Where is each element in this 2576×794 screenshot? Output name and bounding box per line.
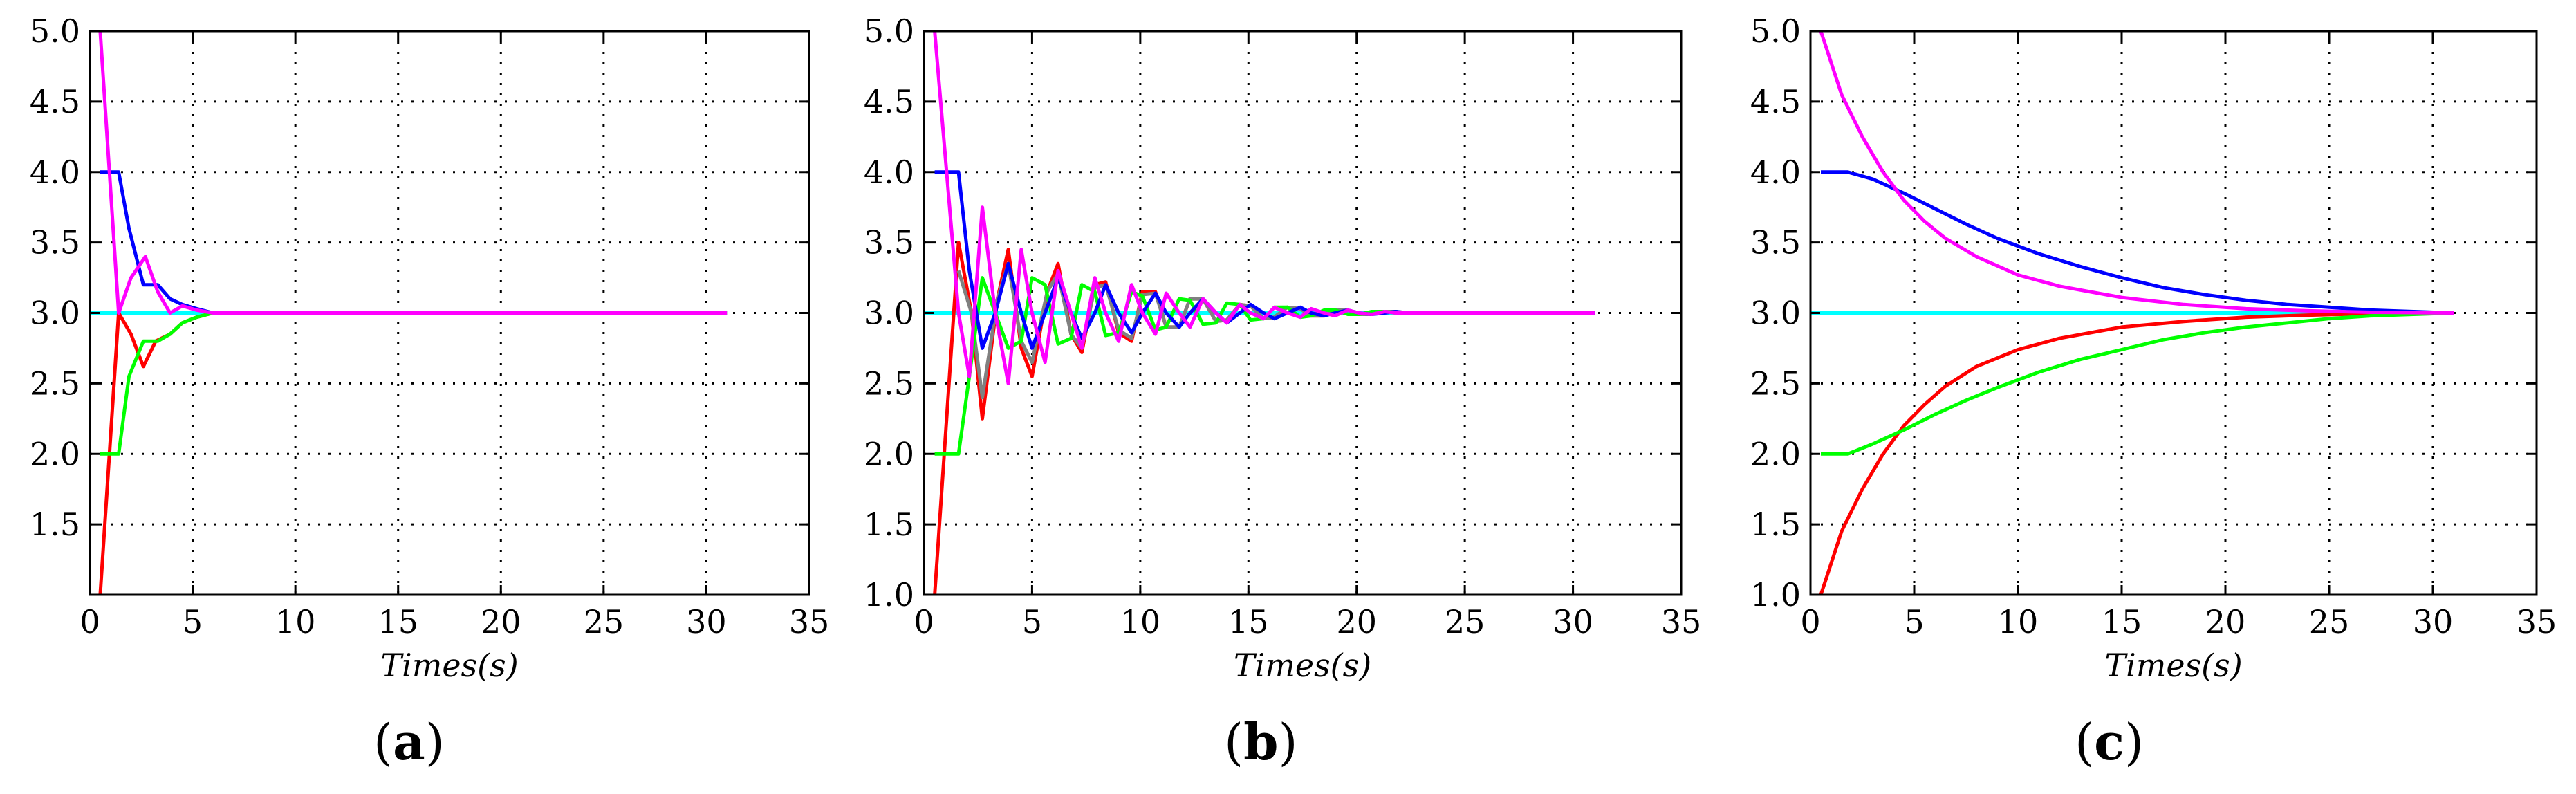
- x-axis-label-b: Times(s): [1234, 647, 1371, 684]
- x-tick-label-c-0: 0: [1800, 603, 1820, 640]
- y-tick-label-a-1: 2.0: [30, 435, 80, 472]
- y-tick-label-b-8: 5.0: [864, 12, 914, 50]
- y-tick-label-b-2: 2.0: [864, 435, 914, 472]
- x-tick-label-b-3: 15: [1228, 603, 1269, 640]
- chart-panel-b: 0 5 10 15 20 25 30 35 1.0 1.5 2.0 2.5 3.0 3.5 4.0 4.5 5.…: [841, 0, 1721, 794]
- series-line-c-4: [1819, 30, 2454, 315]
- y-tick-label-a-7: 5.0: [30, 12, 80, 50]
- series-line-b-1: [933, 241, 1595, 596]
- x-axis-label-a: Times(s): [380, 647, 518, 684]
- y-tick-label-c-5: 3.5: [1750, 224, 1801, 261]
- x-tick-label-c-1: 5: [1904, 603, 1924, 640]
- x-tick-label-c-6: 30: [2413, 603, 2454, 640]
- y-tick-label-c-4: 3.0: [1750, 295, 1801, 332]
- y-tick-label-a-6: 4.5: [30, 83, 80, 120]
- x-tick-label-a-6: 30: [686, 603, 727, 640]
- x-tick-label-c-3: 15: [2102, 603, 2142, 640]
- y-tick-label-b-5: 3.5: [864, 224, 914, 261]
- series-line-c-2: [1821, 311, 2454, 456]
- y-tick-label-c-1: 1.5: [1750, 506, 1801, 543]
- x-tick-label-b-7: 35: [1661, 603, 1702, 640]
- x-axis-label-c: Times(s): [2104, 647, 2242, 684]
- x-tick-label-a-2: 10: [275, 603, 316, 640]
- x-tick-label-c-7: 35: [2517, 603, 2557, 640]
- y-tick-label-b-7: 4.5: [864, 83, 914, 120]
- y-tick-label-b-1: 1.5: [864, 506, 914, 543]
- series-line-c-1: [1819, 311, 2454, 596]
- line-chart-a: 0 5 10 15 20 25 30 35 1.5 2.0 2.5 3.0 3.5 4.0 4.5 5.0 Ti…: [30, 12, 830, 684]
- y-tick-label-b-6: 4.0: [864, 154, 914, 191]
- y-tick-label-c-3: 2.5: [1750, 364, 1801, 402]
- x-tick-label-a-0: 0: [80, 603, 100, 640]
- chart-panel-a: 0 5 10 15 20 25 30 35 1.5 2.0 2.5 3.0 3.5 4.0 4.5 5.0 Ti…: [0, 0, 841, 794]
- line-chart-c: 0 5 10 15 20 25 30 35 1.0 1.5 2.0 2.5 3.0 3.5 4.0 4.5 5.…: [1750, 12, 2557, 684]
- chart-panel-c: 0 5 10 15 20 25 30 35 1.0 1.5 2.0 2.5 3.0 3.5 4.0 4.5 5.…: [1721, 0, 2576, 794]
- x-tick-label-a-5: 25: [584, 603, 624, 640]
- x-tick-label-a-1: 5: [183, 603, 203, 640]
- x-tick-label-c-4: 20: [2205, 603, 2246, 640]
- y-tick-label-a-4: 3.5: [30, 224, 80, 261]
- y-tick-label-a-3: 3.0: [30, 295, 80, 332]
- y-tick-label-b-3: 2.5: [864, 364, 914, 402]
- x-tick-label-b-4: 20: [1336, 603, 1377, 640]
- y-tick-label-c-2: 2.0: [1750, 435, 1801, 472]
- panel-label-b: (b): [1224, 712, 1298, 771]
- x-tick-label-a-3: 15: [378, 603, 418, 640]
- x-tick-label-b-1: 5: [1022, 603, 1042, 640]
- x-tick-label-b-0: 0: [914, 603, 934, 640]
- y-tick-label-a-0: 1.5: [30, 506, 80, 543]
- y-tick-label-c-0: 1.0: [1750, 576, 1801, 613]
- x-tick-label-b-2: 10: [1120, 603, 1161, 640]
- y-tick-label-c-6: 4.0: [1750, 154, 1801, 191]
- y-tick-label-c-8: 5.0: [1750, 12, 1801, 50]
- series-line-a-4: [98, 30, 728, 315]
- y-tick-label-c-7: 4.5: [1750, 83, 1801, 120]
- y-tick-label-a-5: 4.0: [30, 154, 80, 191]
- x-tick-label-a-4: 20: [481, 603, 521, 640]
- series-line-b-5: [933, 30, 1595, 385]
- x-tick-label-c-2: 10: [1998, 603, 2039, 640]
- panel-label-c: (c): [2075, 712, 2144, 771]
- x-tick-label-b-6: 30: [1553, 603, 1593, 640]
- panel-label-a: (a): [373, 712, 445, 771]
- y-tick-label-a-2: 2.5: [30, 364, 80, 402]
- line-chart-b: 0 5 10 15 20 25 30 35 1.0 1.5 2.0 2.5 3.0 3.5 4.0 4.5 5.…: [864, 12, 1702, 684]
- x-tick-label-b-5: 25: [1445, 603, 1485, 640]
- x-tick-label-c-5: 25: [2309, 603, 2350, 640]
- x-tick-label-a-7: 35: [789, 603, 830, 640]
- y-tick-label-b-0: 1.0: [864, 576, 914, 613]
- y-tick-label-b-4: 3.0: [864, 295, 914, 332]
